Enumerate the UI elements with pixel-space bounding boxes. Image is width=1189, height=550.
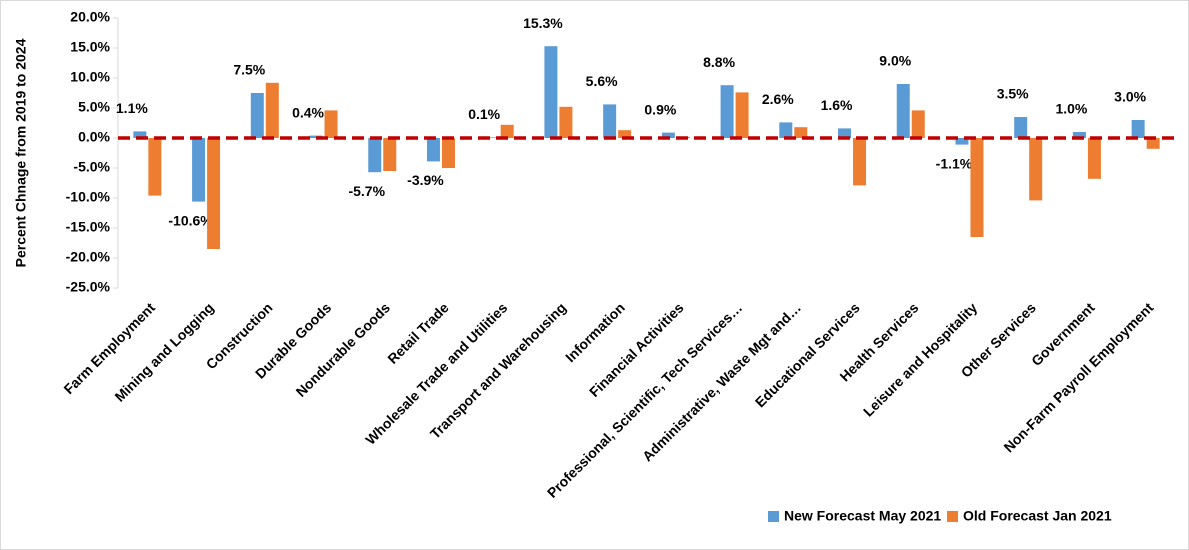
data-label: 7.5%: [233, 62, 265, 78]
bar: [853, 138, 867, 186]
bar: [133, 131, 147, 138]
y-tick-label: -10.0%: [66, 189, 111, 205]
data-label: 5.6%: [586, 73, 618, 89]
bar: [441, 138, 455, 168]
y-tick-label: -25.0%: [66, 279, 111, 295]
bar: [735, 92, 749, 138]
bar: [911, 110, 925, 138]
data-label: 3.5%: [997, 86, 1029, 102]
data-label: 1.0%: [1055, 101, 1087, 117]
y-tick-label: -5.0%: [73, 159, 110, 175]
data-label: 0.9%: [644, 101, 676, 117]
bar: [1029, 138, 1043, 201]
bar: [1131, 120, 1145, 138]
y-tick-label: 0.0%: [78, 129, 110, 145]
y-tick-label: -15.0%: [66, 219, 111, 235]
data-label: 8.8%: [703, 54, 735, 70]
legend-label: New Forecast May 2021: [784, 508, 941, 524]
bar: [1014, 117, 1028, 138]
data-label: 2.6%: [762, 91, 794, 107]
bar: [426, 138, 440, 162]
bar: [970, 138, 984, 237]
bar: [148, 138, 162, 196]
bar: [368, 138, 382, 173]
data-label: -1.1%: [936, 155, 973, 171]
data-label: 0.4%: [292, 104, 324, 120]
bar: [794, 127, 808, 138]
bar: [207, 138, 221, 249]
data-label: 1.6%: [821, 97, 853, 113]
data-label: 1.1%: [116, 100, 148, 116]
legend-swatch: [768, 511, 779, 522]
bar: [1146, 138, 1160, 149]
bar: [500, 124, 514, 138]
bar: [250, 93, 264, 138]
y-tick-label: 20.0%: [70, 9, 110, 25]
data-label: -10.6%: [168, 212, 213, 228]
bar: [603, 104, 617, 138]
bar: [485, 137, 499, 138]
bar: [559, 106, 573, 138]
bar: [618, 130, 632, 138]
y-tick-label: 15.0%: [70, 39, 110, 55]
bar: [1087, 138, 1101, 179]
legend-swatch: [947, 511, 958, 522]
bar: [838, 128, 852, 138]
y-tick-label: 10.0%: [70, 69, 110, 85]
bar: [544, 46, 558, 139]
bar: [661, 132, 675, 138]
y-tick-label: 5.0%: [78, 99, 110, 115]
legend-label: Old Forecast Jan 2021: [963, 508, 1112, 524]
data-label: 3.0%: [1114, 89, 1146, 105]
bar: [1072, 132, 1086, 138]
bar: [779, 122, 793, 138]
bar: [383, 138, 397, 171]
y-tick-label: -20.0%: [66, 249, 111, 265]
data-label: 9.0%: [879, 53, 911, 69]
data-label: -5.7%: [348, 183, 385, 199]
bar: [192, 138, 206, 202]
data-label: 15.3%: [523, 15, 563, 31]
data-label: 0.1%: [468, 106, 500, 122]
bar: [720, 85, 734, 138]
bar: [324, 110, 338, 138]
data-label: -3.9%: [407, 172, 444, 188]
bar: [896, 84, 910, 138]
y-axis-title: Percent Chnage from 2019 to 2024: [13, 38, 29, 267]
bar: [955, 138, 969, 145]
bar: [265, 82, 279, 138]
